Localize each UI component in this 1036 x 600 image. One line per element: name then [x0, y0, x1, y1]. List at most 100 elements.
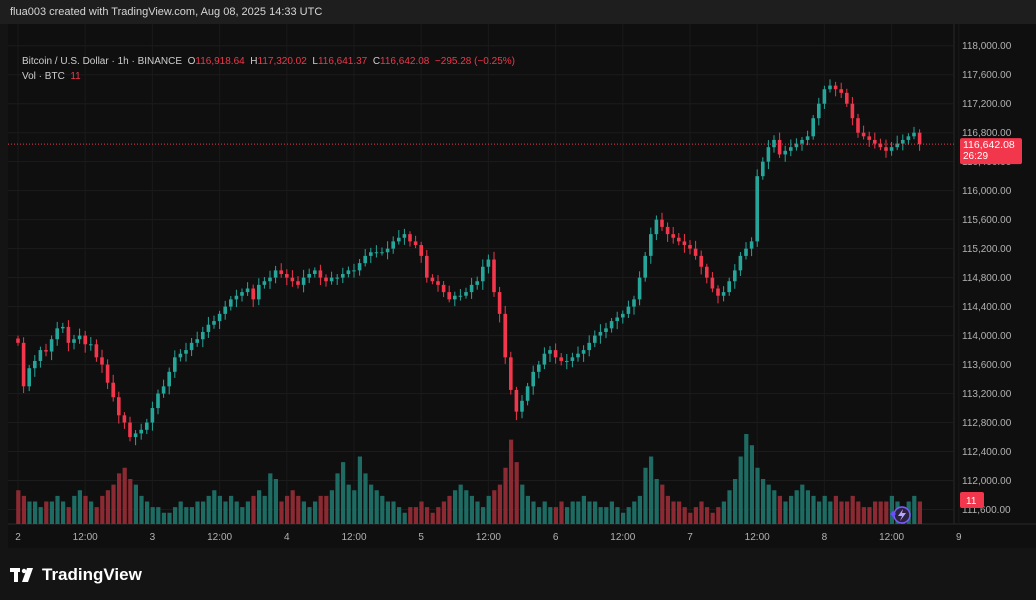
candle-body [878, 143, 883, 148]
candle-body [16, 338, 20, 343]
volume-bar [167, 512, 172, 524]
volume-bar [441, 501, 446, 524]
tradingview-logo[interactable]: TradingView [10, 565, 142, 585]
volume-bar [492, 490, 497, 524]
chart-panel[interactable]: 118,000.00 117,600.00 117,200.00 116,800.00… [8, 24, 1036, 548]
candle-body [531, 371, 535, 387]
volume-bar [117, 473, 122, 524]
logo-stem [14, 568, 18, 582]
volume-bar [570, 501, 575, 524]
chart-canvas[interactable]: 118,000.00 117,600.00 117,200.00 116,800.00… [8, 24, 1036, 548]
volume-bar [710, 512, 715, 524]
price-axis[interactable]: 118,000.00 117,600.00 117,200.00 116,800.00… [962, 41, 1012, 516]
candle-body [912, 132, 916, 137]
volume-bar [133, 484, 138, 524]
tradingview-logo-icon [10, 568, 33, 582]
volume-bar [223, 501, 228, 524]
volume-bar [777, 495, 782, 524]
volume-bar [822, 495, 827, 524]
volume-bar [559, 501, 564, 524]
volume-bar [346, 484, 351, 524]
volume-bar [94, 507, 99, 524]
volume-bar [189, 507, 194, 524]
candle-body [755, 176, 759, 242]
legend-low-label: L [312, 56, 318, 67]
last-price-tag: 116,642.08 26:29 [960, 138, 1022, 165]
candle-body [469, 284, 474, 293]
time-axis[interactable]: 2 12:00 3 12:00 4 12:00 5 12:00 6 12:00 7 12:00 8 12:… [15, 532, 962, 543]
volume-bar [279, 501, 284, 524]
volume-bar [604, 507, 609, 524]
candle-body [201, 331, 205, 340]
legend-ohlc-row: Bitcoin / U.S. Dollar · 1h · BINANCE O11… [22, 54, 515, 69]
volume-bar [391, 501, 396, 524]
candle-body [273, 270, 278, 278]
volume-bar [251, 495, 256, 524]
candle-body [789, 147, 793, 151]
candle-body [206, 324, 211, 332]
candle-body [716, 288, 720, 296]
volume-bar [173, 507, 178, 524]
candle-body [817, 103, 821, 119]
volume-bar [850, 495, 855, 524]
chart-caption: flua003 created with TradingView.com, Au… [10, 6, 323, 18]
legend-close-value: 116,642.08 [380, 56, 430, 67]
candle-body [240, 292, 244, 296]
volume-bar [884, 501, 889, 524]
chart-legend: Bitcoin / U.S. Dollar · 1h · BINANCE O11… [22, 54, 515, 84]
lightning-icon[interactable] [893, 506, 911, 524]
volume-bar [285, 495, 290, 524]
candle-body [822, 89, 827, 104]
candle-body [189, 342, 194, 351]
volume-bar [33, 501, 38, 524]
candle-body [671, 234, 675, 238]
price-axis-tick-label: 116,800.00 [962, 128, 1012, 139]
candle-body [486, 259, 491, 267]
candle-body [217, 313, 222, 322]
volume-bar [716, 507, 721, 524]
price-axis-panel[interactable] [954, 24, 1036, 524]
candle-body [637, 277, 642, 300]
candle-body [173, 357, 177, 372]
volume-bar [374, 490, 379, 524]
candle-body [430, 277, 435, 282]
tradingview-logo-text: TradingView [42, 565, 142, 584]
logo-slash [22, 568, 33, 582]
volume-bar [329, 490, 334, 524]
candle-body [727, 281, 731, 293]
candle-body [884, 147, 888, 151]
candle-body [917, 132, 922, 145]
legend-volume-row: Vol · BTC 11 [22, 69, 515, 84]
candle-body [83, 335, 87, 345]
candle-body [581, 350, 586, 354]
logo-dot [21, 568, 27, 574]
volume-bar [912, 495, 917, 524]
candle-body [100, 357, 104, 365]
volume-bar [324, 495, 329, 524]
volume-bar [268, 473, 273, 524]
volume-bar [201, 501, 206, 524]
candle-body [335, 277, 339, 279]
volume-bar [307, 507, 312, 524]
volume-bar [397, 507, 402, 524]
candle-body [447, 292, 451, 300]
volume-bar [419, 501, 424, 524]
candle-body [833, 85, 838, 90]
candle-body [251, 288, 255, 300]
candle-body [542, 353, 547, 365]
candle-body [744, 248, 748, 256]
candle-body [341, 274, 345, 278]
candle-body [475, 281, 479, 285]
volume-bar [380, 495, 385, 524]
volume-bar [245, 501, 250, 524]
volume-bar [682, 507, 687, 524]
volume-bar [643, 467, 648, 524]
candle-body [570, 357, 575, 361]
volume-bar [150, 507, 155, 524]
candle-body [55, 328, 59, 340]
candle-body [805, 136, 810, 140]
volume-bar [27, 501, 32, 524]
volume-bar [262, 495, 267, 524]
candle-body [262, 281, 267, 285]
volume-bar [744, 434, 749, 524]
